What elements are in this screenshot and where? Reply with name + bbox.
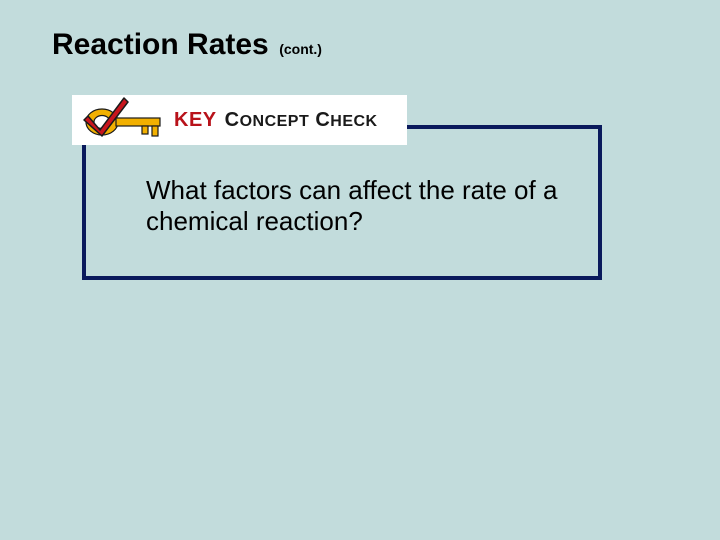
key-check-icon — [80, 96, 170, 144]
slide-title: Reaction Rates (cont.) — [52, 28, 322, 62]
key-concept-badge: KEY CONCEPT CHECK — [72, 95, 407, 145]
title-cont-text: (cont.) — [279, 41, 322, 57]
question-text: What factors can affect the rate of a ch… — [146, 175, 566, 237]
badge-key-label: KEY — [174, 109, 217, 132]
badge-text: KEY CONCEPT CHECK — [174, 109, 378, 132]
title-main-text: Reaction Rates — [52, 28, 269, 61]
badge-concept-label: CONCEPT CHECK — [225, 109, 378, 132]
